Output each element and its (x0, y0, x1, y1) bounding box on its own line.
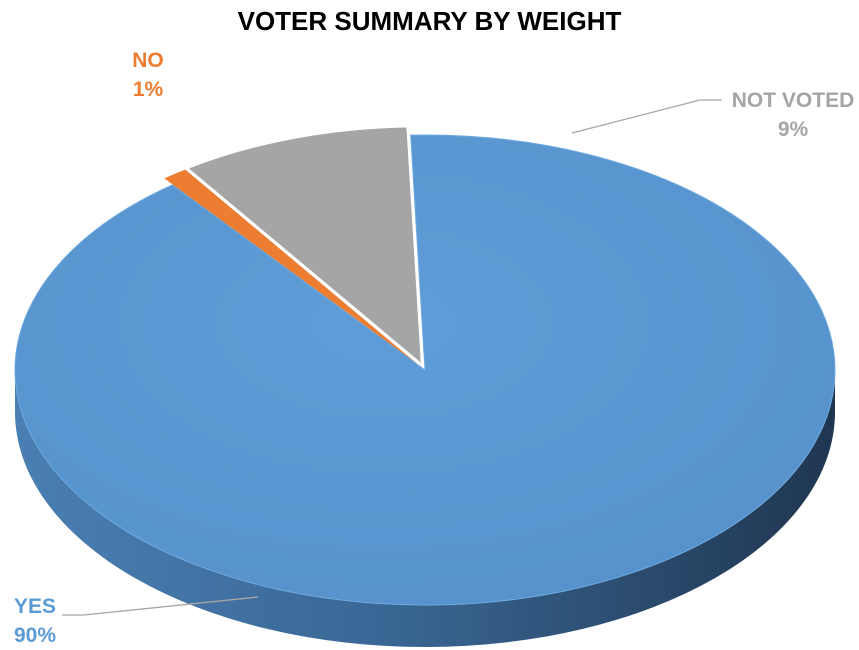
pie-slice-yes (14, 134, 836, 606)
data-label-no-name: NO (132, 49, 164, 72)
leader-line-yes (62, 596, 259, 616)
leader-line-not-voted (571, 99, 722, 134)
data-label-not-voted-name: NOT VOTED (731, 89, 855, 112)
data-label-yes-value: 90% (13, 624, 57, 647)
data-label-not-voted-value: 9% (777, 118, 809, 141)
data-label-no-value: 1% (132, 78, 164, 101)
data-label-not-voted: NOT VOTED 9% (718, 86, 859, 144)
data-label-no: NO 1% (118, 46, 178, 104)
data-label-yes-name: YES (13, 595, 57, 618)
pie-slice-not-voted (188, 127, 421, 363)
data-label-yes: YES 90% (0, 592, 70, 650)
chart-title: VOTER SUMMARY BY WEIGHT (237, 6, 622, 36)
pie-slice-no (164, 169, 417, 364)
pie-side-yes (15, 370, 835, 647)
